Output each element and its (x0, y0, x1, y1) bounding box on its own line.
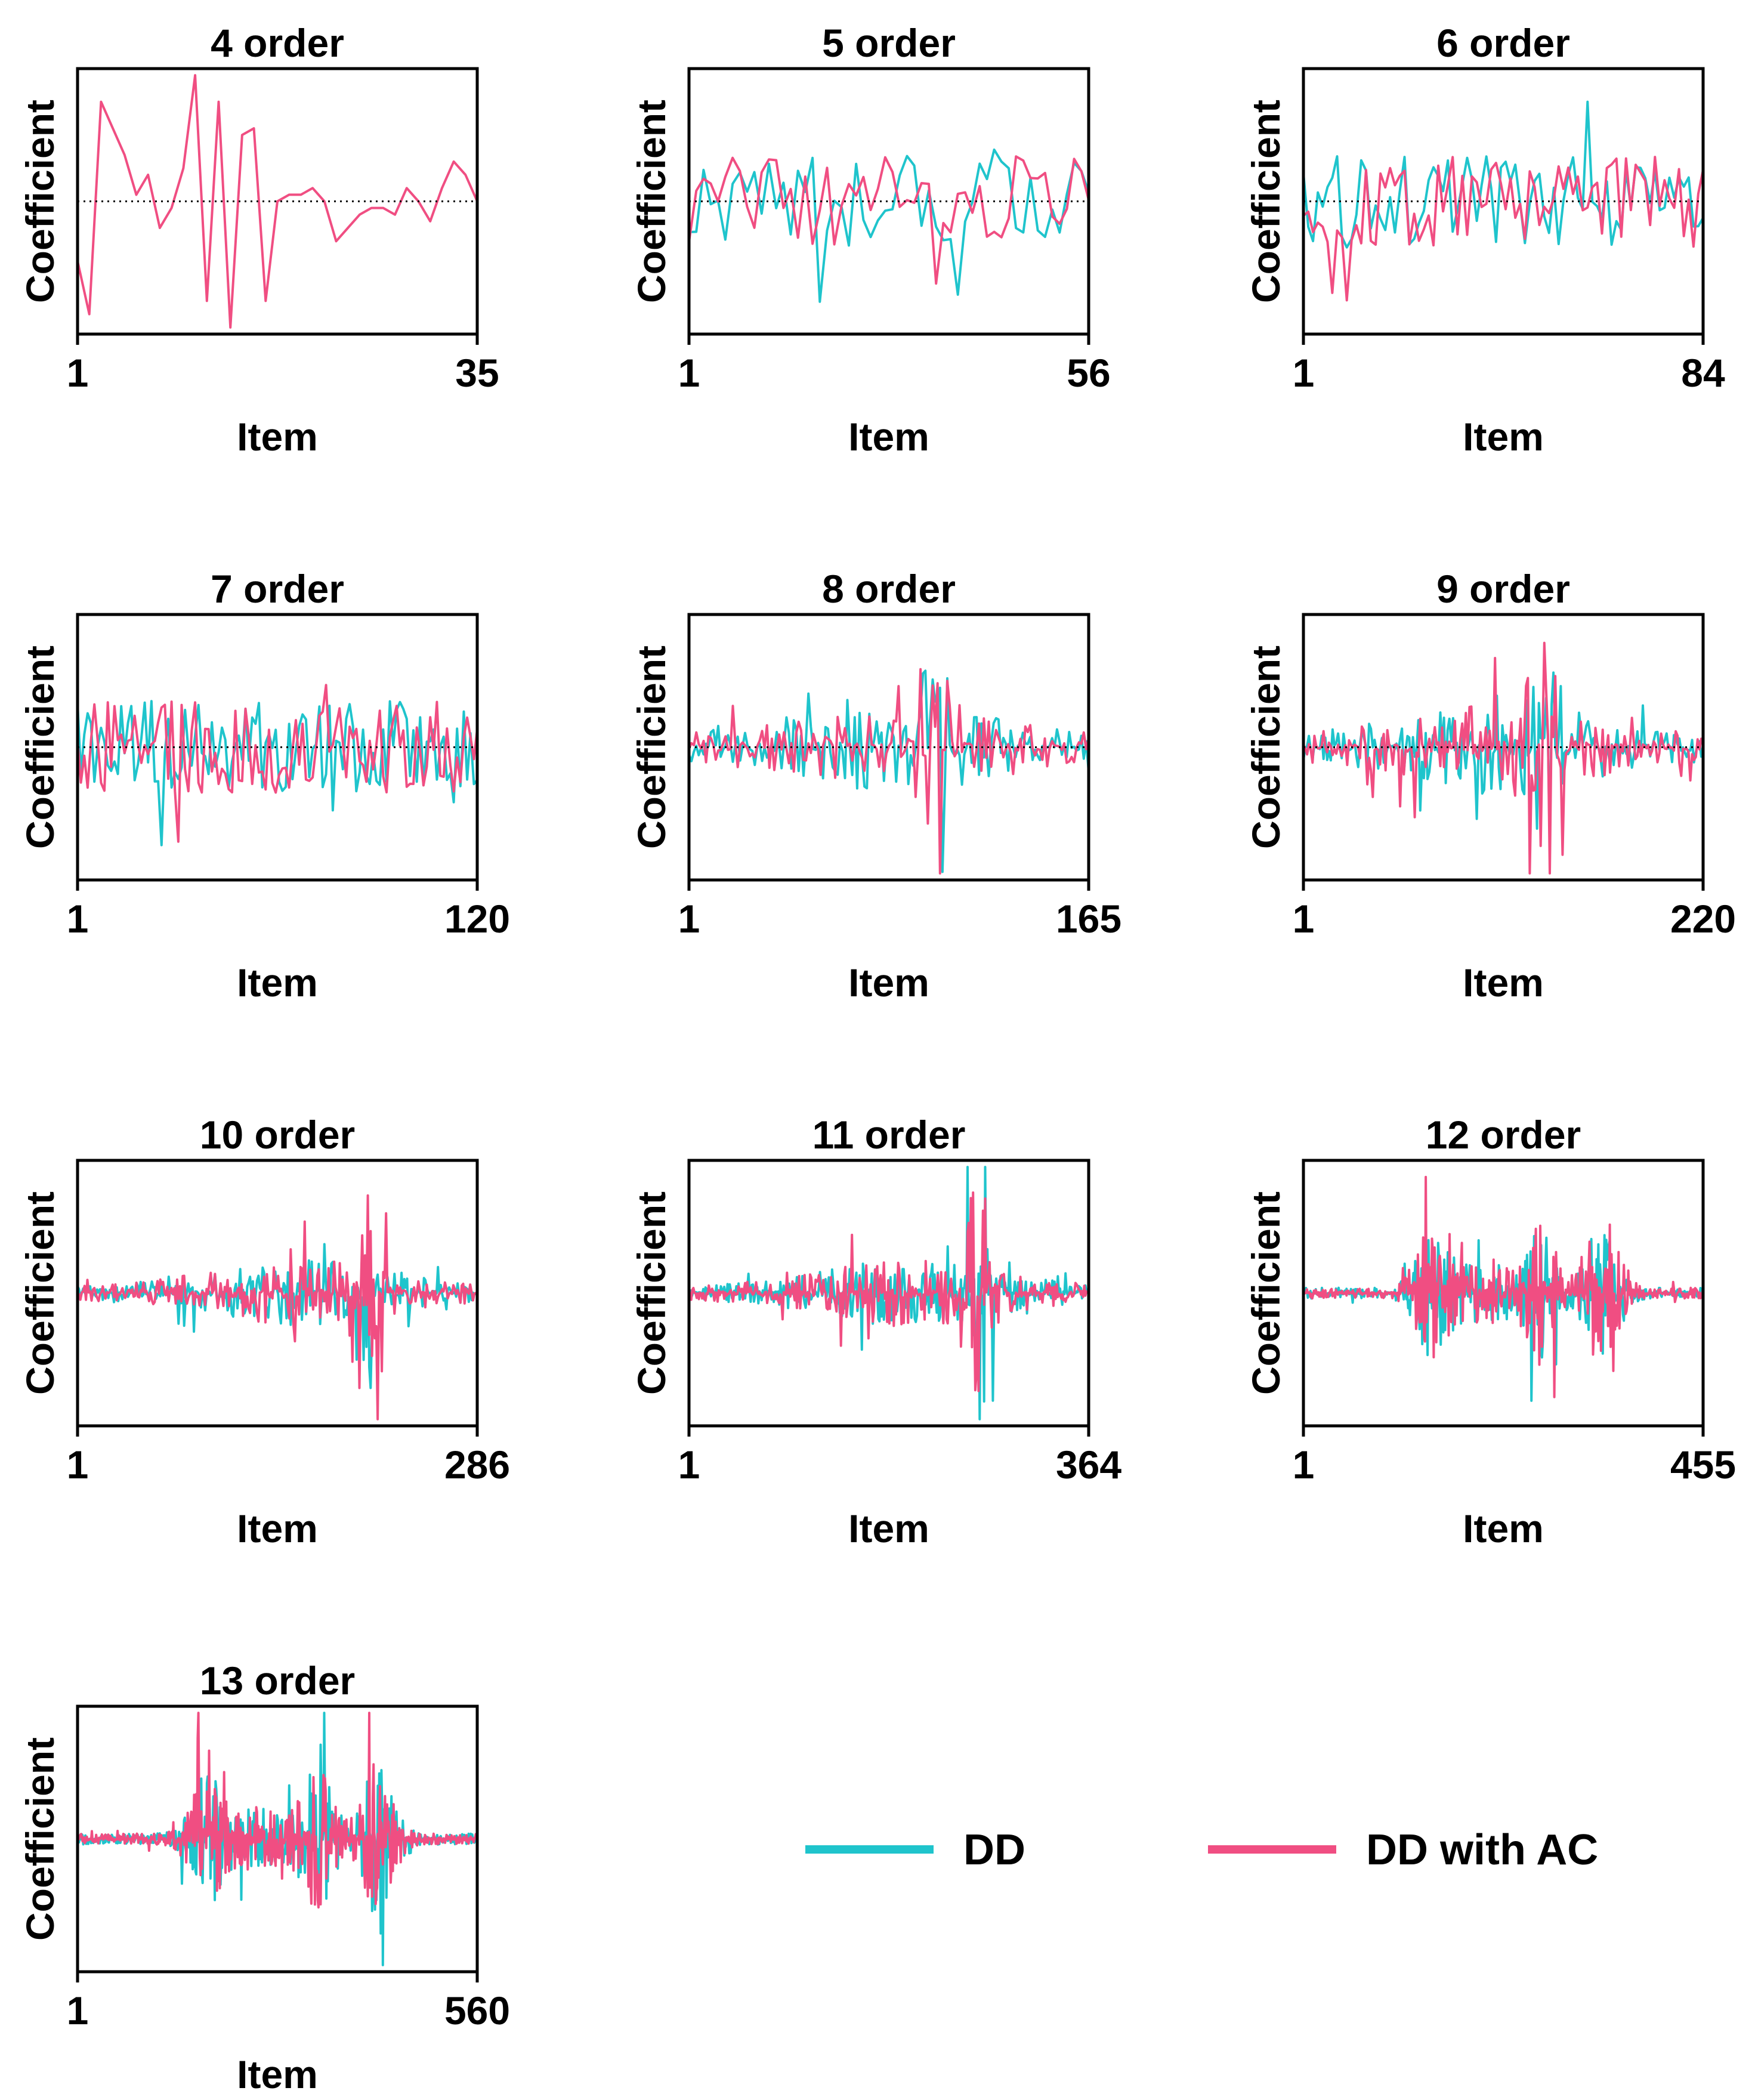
series-line-dd-ac (1302, 156, 1704, 302)
plot-frame (1302, 1159, 1705, 1428)
x-tick-label: 455 (1670, 1443, 1736, 1487)
legend-label-dd: DD (963, 1826, 1025, 1874)
x-tick-label: 1 (67, 897, 89, 941)
series-line-dd-ac (76, 684, 478, 843)
x-axis-label: Item (848, 1506, 929, 1551)
plot-frame (687, 613, 1090, 882)
x-tick-label: 165 (1056, 897, 1121, 941)
series-line-dd-ac (77, 1712, 478, 1909)
series-line-dd-ac (1302, 641, 1704, 875)
x-tick-label: 286 (444, 1443, 510, 1487)
subplot-2: 1 56 5 order Item Coefficient (629, 21, 1111, 459)
y-axis-label: Coefficient (18, 100, 62, 303)
series-line-dd-ac (77, 1194, 478, 1420)
subplot-title: 10 order (200, 1113, 355, 1157)
subplot-1: 1 35 4 order Item Coefficient (18, 21, 499, 459)
y-axis-label: Coefficient (18, 1191, 62, 1395)
plot-frame (76, 1159, 479, 1428)
series-line-dd-ac (688, 668, 1090, 875)
x-axis-label: Item (237, 1506, 318, 1551)
subplot-title: 12 order (1426, 1113, 1581, 1157)
y-axis-label: Coefficient (1244, 646, 1288, 849)
series-line-dd-ac (688, 155, 1090, 285)
x-tick-label: 1 (1293, 351, 1315, 395)
subplot-title: 11 order (812, 1113, 966, 1157)
plot-frame (1302, 67, 1705, 336)
plot-frame (687, 1159, 1090, 1428)
y-axis-label: Coefficient (629, 646, 673, 849)
plot-frame (687, 67, 1090, 336)
x-axis-label: Item (1463, 415, 1544, 459)
subplot-6: 1 220 9 order Item Coefficient (1244, 567, 1736, 1005)
x-tick-label: 364 (1056, 1443, 1121, 1487)
subplot-title: 6 order (1436, 21, 1570, 65)
x-axis-label: Item (237, 415, 318, 459)
x-tick-label: 1 (1293, 897, 1315, 941)
series-line-dd-ac (76, 74, 478, 329)
y-axis-label: Coefficient (629, 1191, 673, 1395)
x-tick-label: 1 (678, 897, 700, 941)
subplot-7: 1 286 10 order Item Coefficient (18, 1113, 510, 1551)
x-tick-label: 1 (67, 351, 89, 395)
x-axis-label: Item (848, 415, 929, 459)
x-tick-label: 84 (1681, 351, 1725, 395)
subplot-title: 9 order (1436, 567, 1570, 611)
x-axis-label: Item (1463, 1506, 1544, 1551)
y-axis-label: Coefficient (1244, 100, 1288, 303)
subplot-9: 1 455 12 order Item Coefficient (1244, 1113, 1736, 1551)
x-tick-label: 1 (67, 1988, 89, 2033)
plot-frame (76, 1704, 479, 1974)
series-line-dd (688, 148, 1090, 303)
series-line-dd (76, 1218, 477, 1389)
x-tick-label: 220 (1670, 897, 1736, 941)
legend-label-dd-ac: DD with AC (1366, 1826, 1598, 1874)
x-tick-label: 1 (67, 1443, 89, 1487)
x-tick-label: 56 (1067, 351, 1110, 395)
subplot-5: 1 165 8 order Item Coefficient (629, 567, 1121, 1005)
y-axis-label: Coefficient (1244, 1191, 1288, 1395)
series-line-dd-ac (1303, 1175, 1704, 1398)
x-axis-label: Item (237, 2052, 318, 2096)
x-tick-label: 1 (1293, 1443, 1315, 1487)
series-line-dd (76, 700, 478, 847)
subplot-3: 1 84 6 order Item Coefficient (1244, 21, 1725, 459)
x-tick-label: 120 (444, 897, 510, 941)
x-tick-label: 560 (444, 1988, 510, 2033)
x-axis-label: Item (848, 961, 929, 1005)
x-tick-label: 1 (678, 1443, 700, 1487)
subplot-title: 7 order (211, 567, 344, 611)
plot-frame (76, 67, 479, 336)
x-tick-label: 1 (678, 351, 700, 395)
x-axis-label: Item (1463, 961, 1544, 1005)
series-line-dd (688, 669, 1090, 873)
series-line-dd (1303, 1234, 1704, 1402)
y-axis-label: Coefficient (18, 1737, 62, 1941)
series-line-dd-ac (688, 1191, 1090, 1392)
subplot-title: 4 order (211, 21, 344, 65)
y-axis-label: Coefficient (18, 646, 62, 849)
subplot-title: 13 order (200, 1659, 355, 1703)
subplot-10: 1 560 13 order Item Coefficient (18, 1659, 510, 2096)
subplot-4: 1 120 7 order Item Coefficient (18, 567, 510, 1005)
x-tick-label: 35 (455, 351, 499, 395)
subplot-8: 1 364 11 order Item Coefficient (629, 1113, 1121, 1551)
y-axis-label: Coefficient (629, 100, 673, 303)
x-axis-label: Item (237, 961, 318, 1005)
subplot-title: 5 order (822, 21, 956, 65)
plot-frame (1302, 613, 1705, 882)
legend: DD DD with AC (805, 1826, 1598, 1874)
subplot-title: 8 order (822, 567, 956, 611)
plot-frame (76, 613, 479, 882)
series-line-dd (1302, 671, 1704, 850)
